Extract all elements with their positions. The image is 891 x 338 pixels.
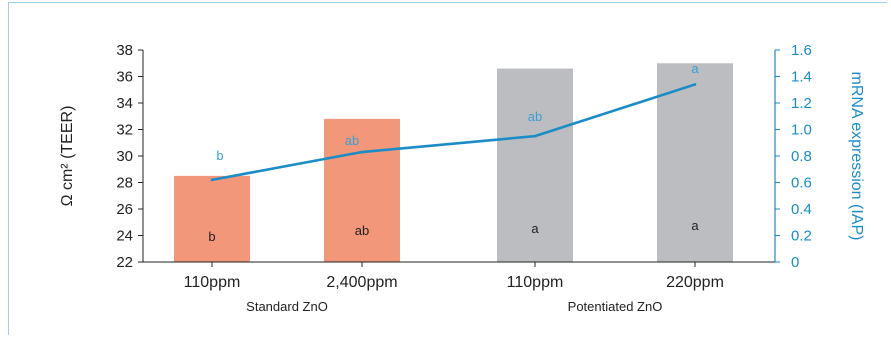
x-tick-label: 110ppm — [184, 274, 241, 291]
line-layer — [210, 83, 697, 182]
x-tick-label: 110ppm — [507, 274, 564, 291]
chart-frame — [8, 2, 887, 335]
line-point-2 — [533, 134, 537, 138]
y-right-axis-title: mRNA expression (IAP) — [848, 72, 865, 241]
y-left-tick-label: 26 — [116, 201, 133, 218]
bar-layer — [174, 63, 733, 263]
bar-3 — [657, 63, 733, 262]
line-significance-letter: a — [691, 61, 699, 76]
line-significance-letter: ab — [528, 109, 542, 124]
y-left-tick-label: 34 — [116, 95, 133, 112]
bar-0 — [174, 175, 250, 262]
x-tick-label: 2,400ppm — [326, 274, 397, 291]
y-right-tick-label: 0.6 — [791, 175, 812, 192]
bar-significance-letter: a — [691, 218, 699, 233]
bar-significance-letter: ab — [355, 223, 369, 238]
y-right-tick-label: 0.4 — [791, 201, 812, 218]
axes-layer: 22 24 26 28 30 32 34 36 38 0 0.2 0.4 0.6 0.8 1.0 1.2 1.4… — [59, 42, 865, 314]
y-left-tick-label: 24 — [116, 228, 133, 245]
line-series — [211, 83, 696, 182]
y-left-tick-label: 32 — [116, 122, 133, 139]
y-right-tick-label: 0.8 — [791, 148, 812, 165]
line-significance-letter: ab — [345, 133, 359, 148]
y-right-tick-label: 1.0 — [791, 122, 812, 139]
bar-significance-letter: a — [531, 221, 539, 236]
bar-1 — [324, 118, 400, 263]
group-label: Standard ZnO — [246, 299, 328, 314]
line-point-1 — [360, 150, 364, 154]
bar-2 — [497, 68, 573, 262]
line-significance-letter: b — [216, 148, 223, 163]
y-left-tick-label: 28 — [116, 175, 133, 192]
y-right-tick-label: 1.2 — [791, 95, 812, 112]
line-point-3 — [693, 83, 697, 86]
y-left-tick-label: 30 — [116, 148, 133, 165]
y-left-tick-label: 36 — [116, 69, 133, 86]
y-right-tick-label: 1.6 — [791, 42, 812, 59]
y-left-axis-title: Ω cm² (TEER) — [59, 106, 76, 207]
bar-significance-letter: b — [208, 229, 215, 244]
y-right-tick-label: 1.4 — [791, 69, 812, 86]
y-right-tick-label: 0.2 — [791, 228, 812, 245]
y-right-tick-label: 0 — [791, 254, 799, 271]
line-point-0 — [210, 178, 214, 182]
x-tick-label: 220ppm — [666, 274, 724, 291]
y-left-tick-label: 38 — [116, 42, 133, 59]
group-label: Potentiated ZnO — [568, 299, 663, 314]
y-left-tick-label: 22 — [116, 254, 133, 271]
